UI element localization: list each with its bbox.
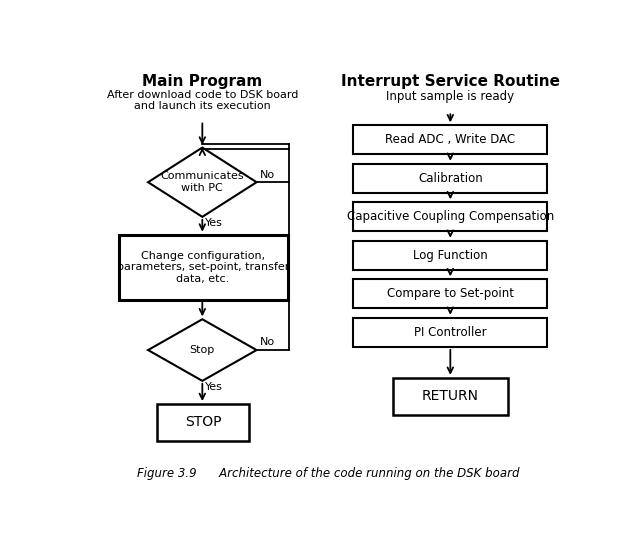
Text: Change configuration,
parameters, set-point, transfer
data, etc.: Change configuration, parameters, set-po…: [117, 251, 289, 284]
Bar: [353, 279, 547, 308]
Text: Log Function: Log Function: [413, 249, 488, 262]
Bar: [353, 164, 547, 193]
Text: Stop: Stop: [190, 345, 215, 355]
Text: Interrupt Service Routine: Interrupt Service Routine: [341, 74, 560, 90]
Text: PI Controller: PI Controller: [414, 326, 487, 339]
Text: Read ADC , Write DAC: Read ADC , Write DAC: [385, 134, 516, 147]
Text: Yes: Yes: [205, 382, 223, 393]
Bar: [393, 378, 507, 415]
Polygon shape: [148, 148, 257, 217]
Text: After download code to DSK board
and launch its execution: After download code to DSK board and lau…: [107, 90, 298, 111]
Text: Main Program: Main Program: [142, 74, 263, 90]
Text: RETURN: RETURN: [422, 389, 479, 403]
Polygon shape: [148, 319, 257, 381]
Text: Communicates
with PC: Communicates with PC: [160, 172, 244, 193]
Bar: [353, 202, 547, 231]
Bar: [119, 235, 288, 300]
Bar: [353, 241, 547, 270]
Text: STOP: STOP: [185, 415, 221, 430]
Text: No: No: [259, 169, 275, 180]
Text: Compare to Set-point: Compare to Set-point: [387, 287, 514, 300]
Bar: [353, 125, 547, 154]
Text: Calibration: Calibration: [418, 172, 482, 185]
Text: Figure 3.9      Architecture of the code running on the DSK board: Figure 3.9 Architecture of the code runn…: [137, 467, 519, 480]
Text: Capacitive Coupling Compensation: Capacitive Coupling Compensation: [347, 210, 554, 223]
Text: Input sample is ready: Input sample is ready: [386, 90, 514, 103]
Text: Yes: Yes: [205, 218, 223, 229]
Text: No: No: [259, 337, 275, 348]
Bar: [353, 318, 547, 347]
Bar: [157, 404, 249, 441]
